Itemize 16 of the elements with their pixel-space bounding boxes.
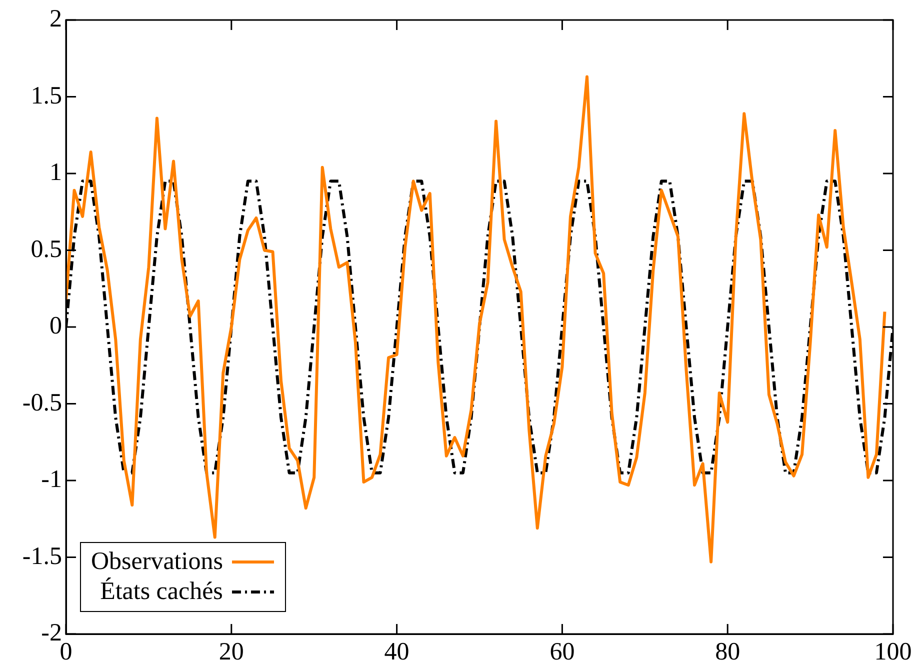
y-tick-label: 0.5	[30, 236, 62, 263]
y-tick-label: 2	[50, 6, 62, 33]
x-tick-label: 40	[384, 638, 410, 662]
x-tick-label: 80	[715, 638, 740, 662]
y-tick-label: -0.5	[22, 389, 62, 416]
y-tick-label: -1	[41, 466, 62, 494]
legend-label: États cachés	[100, 577, 223, 607]
y-tick-label: 0	[50, 312, 62, 340]
y-tick-label: -2	[41, 620, 62, 647]
x-tick-label: 60	[550, 638, 575, 662]
legend-label: Observations	[91, 547, 223, 577]
y-tick-label: 1.5	[30, 82, 62, 110]
y-tick-label: -1.5	[22, 542, 62, 570]
y-tick-label: 1	[50, 159, 62, 186]
x-tick-label: 20	[218, 638, 244, 662]
x-tick-label: 100	[874, 638, 912, 662]
